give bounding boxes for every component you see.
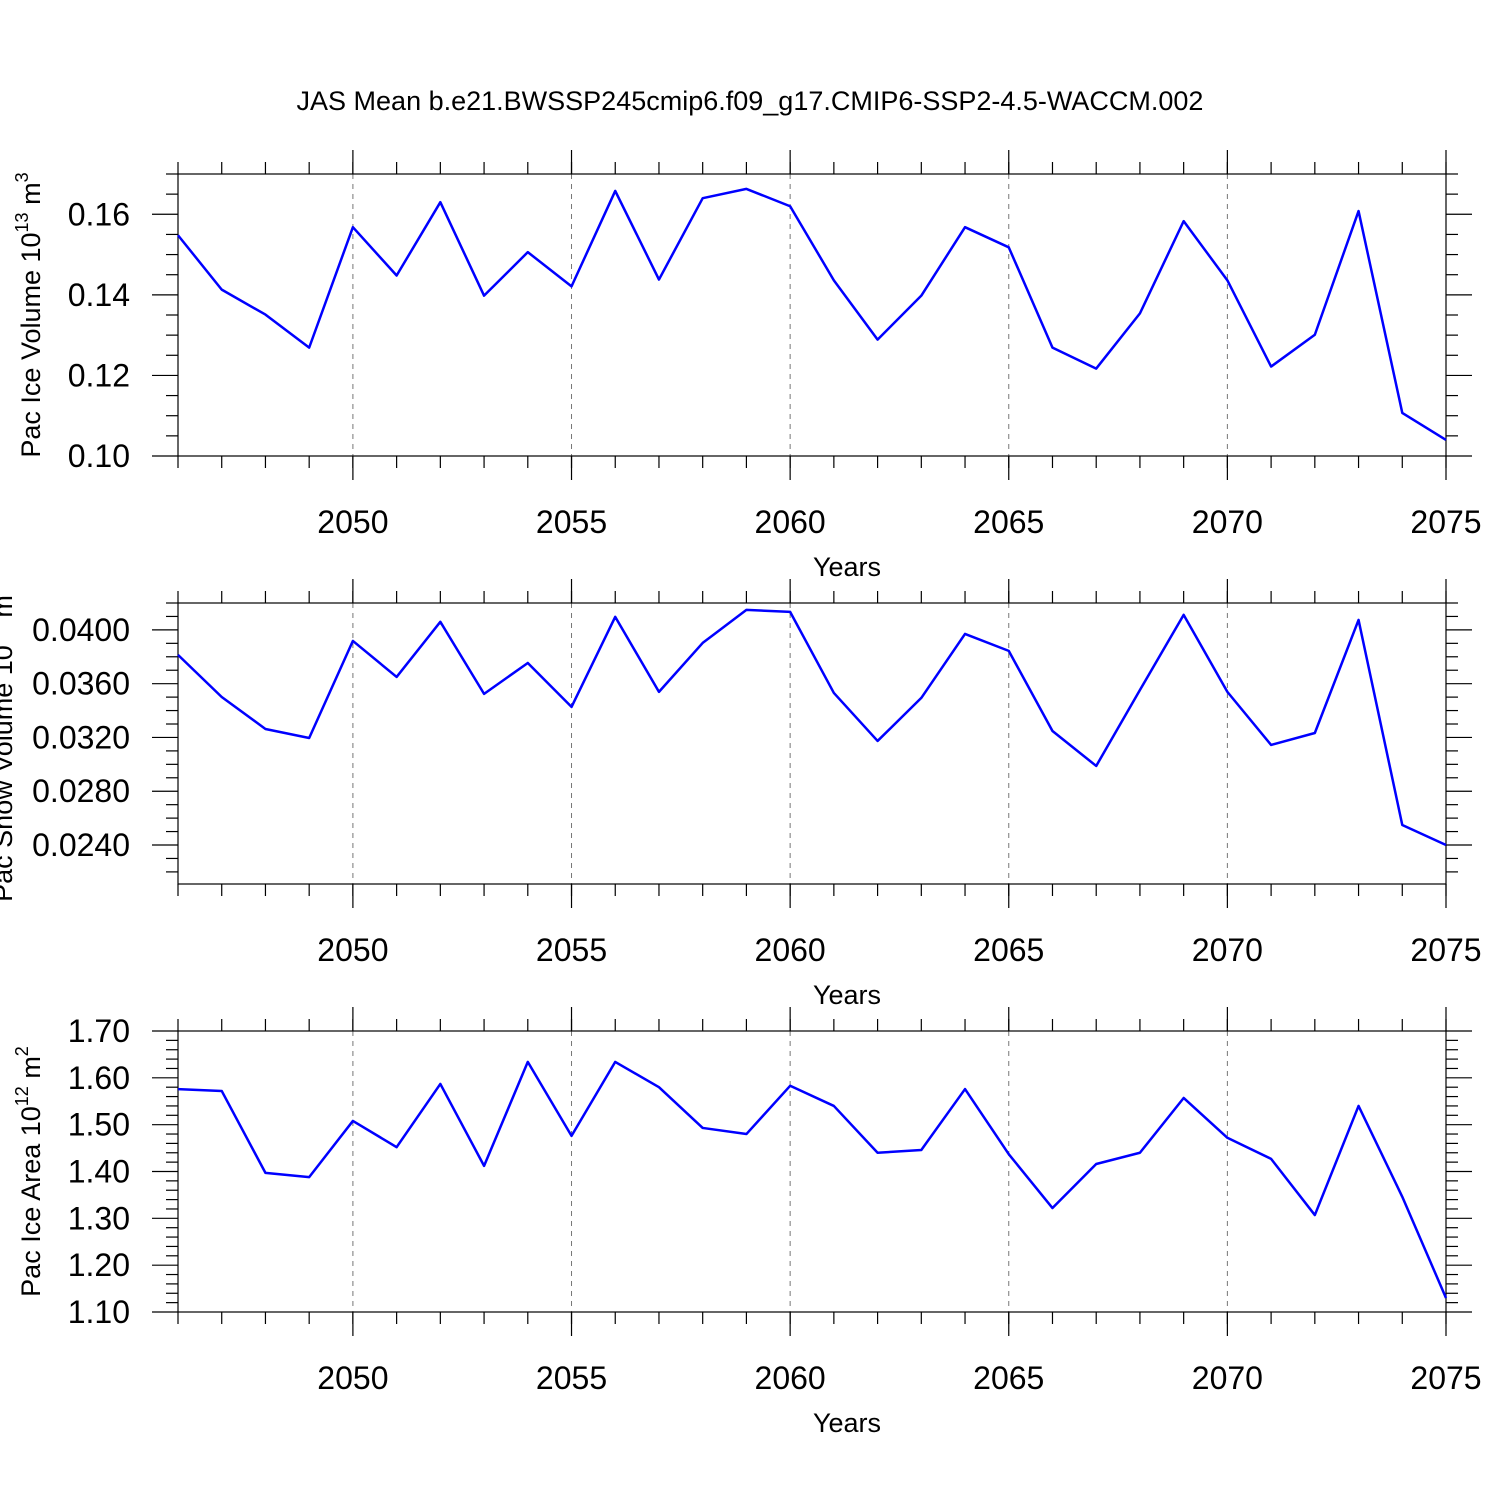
data-line — [177, 1060, 1448, 1299]
plot-frame — [177, 173, 1447, 457]
y-tick-label: 0.0400 — [32, 612, 130, 648]
figure-title: JAS Mean b.e21.BWSSP245cmip6.f09_g17.CMI… — [297, 86, 1204, 116]
y-axis-label-part: m — [16, 182, 46, 212]
x-tick-label: 2075 — [1410, 1360, 1481, 1396]
x-tick-label: 2070 — [1192, 1360, 1263, 1396]
y-tick-label: 1.50 — [68, 1107, 130, 1143]
x-tick-label: 2065 — [973, 932, 1044, 968]
y-tick-label: 0.10 — [68, 438, 130, 474]
y-tick-label: 1.70 — [68, 1013, 130, 1049]
y-tick-label: 1.60 — [68, 1060, 130, 1096]
y-tick-label: 0.14 — [68, 277, 130, 313]
y-axis-label: Pac Snow Volume 1013 m3 — [0, 585, 18, 902]
y-axis-label-part: Pac Ice Area 10 — [16, 1106, 46, 1297]
y-axis-label-part: Pac Snow Volume 10 — [0, 645, 18, 902]
y-axis-label-superscript: 12 — [12, 1086, 32, 1106]
y-tick-label: 0.0360 — [32, 666, 130, 702]
y-tick-label: 1.30 — [68, 1200, 130, 1236]
y-axis-label: Pac Ice Volume 1013 m3 — [12, 172, 46, 457]
y-tick-label: 0.12 — [68, 357, 130, 393]
x-tick-label: 2050 — [317, 932, 388, 968]
x-tick-label: 2070 — [1192, 932, 1263, 968]
y-axis-label: Pac Ice Area 1012 m2 — [12, 1046, 46, 1297]
y-axis-label-superscript: 2 — [12, 1046, 32, 1056]
x-tick-label: 2065 — [973, 1360, 1044, 1396]
y-tick-label: 1.40 — [68, 1154, 130, 1190]
plot-frame — [177, 602, 1447, 885]
x-axis-label: Years — [813, 980, 881, 1010]
x-tick-label: 2060 — [755, 1360, 826, 1396]
x-tick-label: 2050 — [317, 1360, 388, 1396]
y-axis-label-superscript: 3 — [12, 172, 32, 182]
x-tick-label: 2050 — [317, 504, 388, 540]
plot-frame — [177, 1030, 1447, 1313]
y-axis-label-superscript: 13 — [12, 212, 32, 232]
x-tick-label: 2055 — [536, 504, 607, 540]
data-line — [177, 608, 1447, 847]
y-tick-label: 0.0320 — [32, 719, 130, 755]
x-tick-label: 2065 — [973, 504, 1044, 540]
y-tick-label: 1.20 — [68, 1247, 130, 1283]
x-axis-label: Years — [813, 1408, 881, 1438]
x-tick-label: 2070 — [1192, 504, 1263, 540]
data-line — [177, 187, 1447, 441]
y-axis-label-part: Pac Ice Volume 10 — [16, 232, 46, 457]
y-tick-label: 1.10 — [68, 1294, 130, 1330]
x-tick-label: 2060 — [755, 504, 826, 540]
x-tick-label: 2075 — [1410, 932, 1481, 968]
y-tick-label: 0.0280 — [32, 773, 130, 809]
y-tick-label: 0.0240 — [32, 827, 130, 863]
y-axis-label-superscript: 13 — [0, 625, 4, 645]
y-axis-label-part: m — [0, 595, 18, 625]
x-tick-label: 2075 — [1410, 504, 1481, 540]
y-axis-label-superscript: 3 — [0, 585, 4, 595]
x-tick-label: 2060 — [755, 932, 826, 968]
y-axis-label-part: m — [16, 1056, 46, 1086]
x-tick-label: 2055 — [536, 1360, 607, 1396]
x-axis-label: Years — [813, 552, 881, 582]
x-tick-label: 2055 — [536, 932, 607, 968]
y-tick-label: 0.16 — [68, 196, 130, 232]
